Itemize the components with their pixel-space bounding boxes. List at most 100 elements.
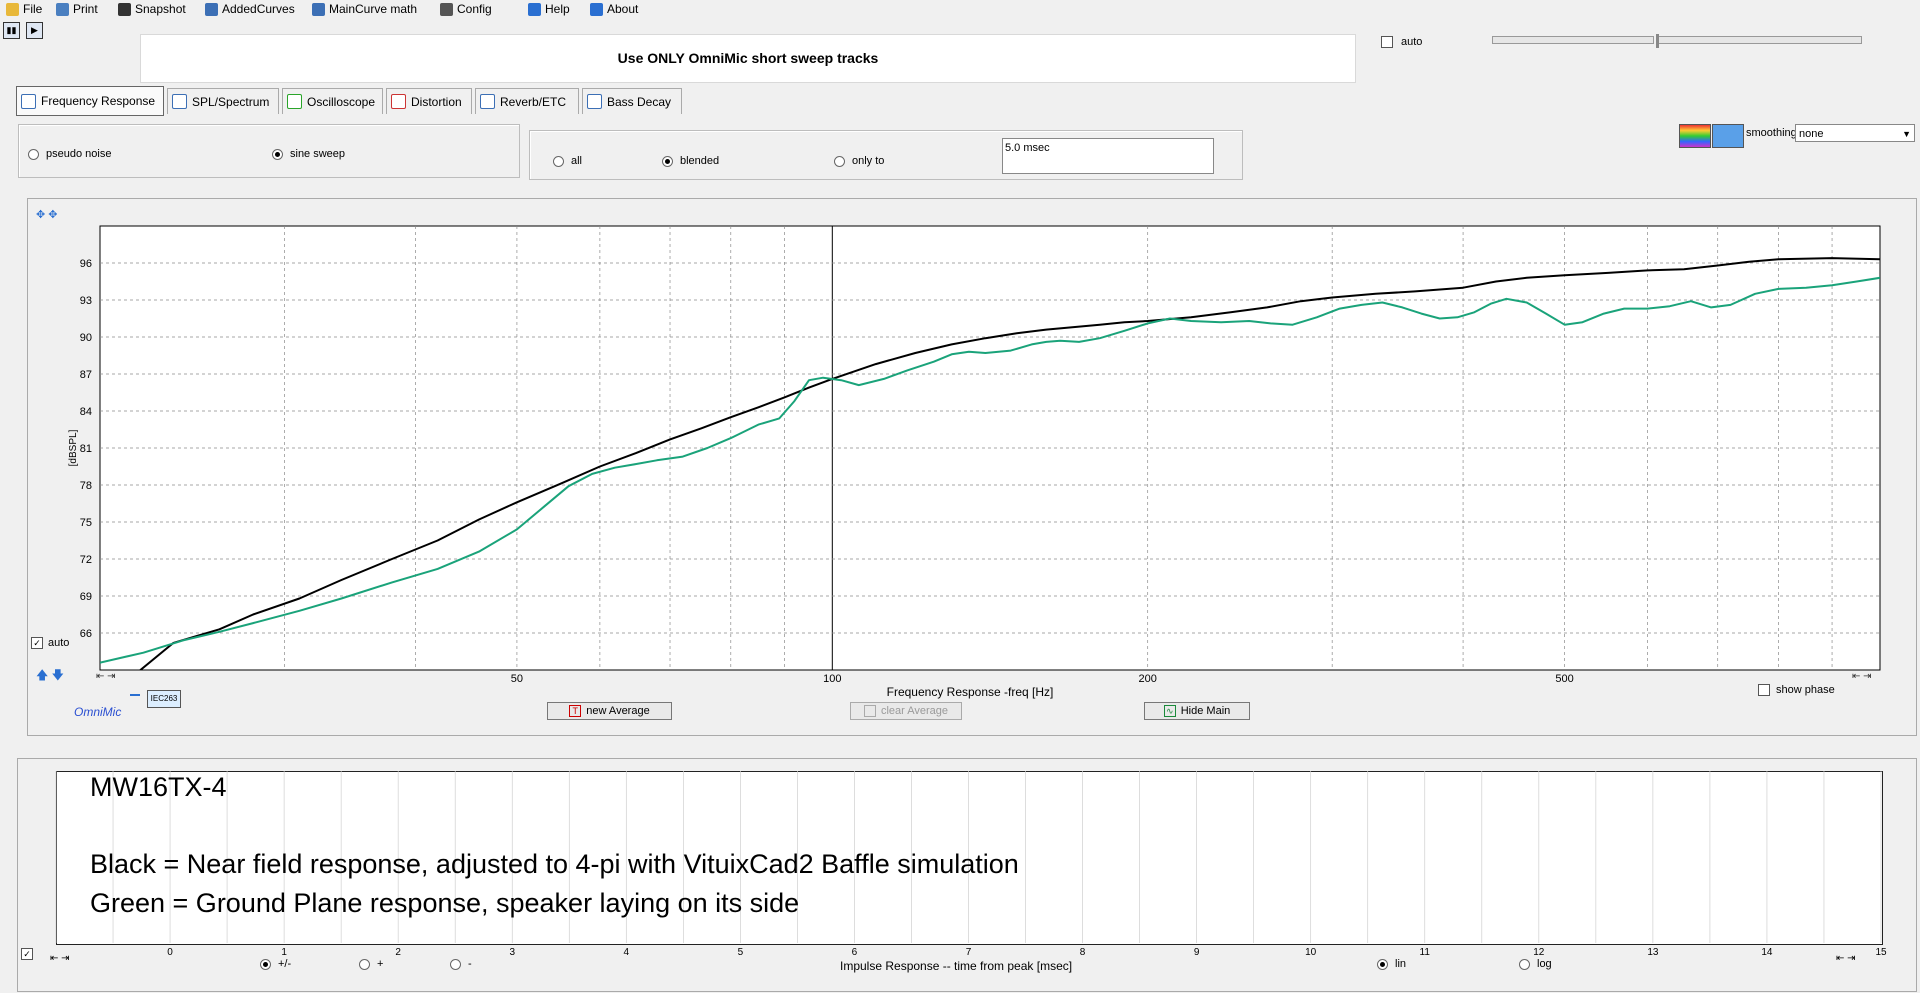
curve-settings-icon[interactable] <box>1712 124 1744 148</box>
impulse-x-tick-label: 1 <box>281 947 287 958</box>
help-icon <box>528 2 541 16</box>
radio-label: log <box>1537 958 1552 970</box>
menu-item-help[interactable]: Help <box>528 1 570 17</box>
camera-icon <box>118 2 131 16</box>
impulse-auto-checkbox[interactable]: ✓ <box>21 946 33 960</box>
x-right-arrows-icon[interactable]: ⇤ ⇥ <box>1852 671 1872 682</box>
radio-circle <box>553 155 564 167</box>
menu-item-maincurve[interactable]: MainCurve math <box>312 1 417 17</box>
radio-label: + <box>377 958 384 970</box>
radio-circle <box>1377 958 1388 970</box>
slider-left[interactable] <box>1492 36 1654 44</box>
impulse-x-tick-label: 5 <box>738 947 744 958</box>
tab-bass-decay[interactable]: Bass Decay <box>582 88 682 114</box>
tab-label: Oscilloscope <box>307 94 376 109</box>
button-label: clear Average <box>880 705 949 717</box>
tab-label: SPL/Spectrum <box>192 94 270 109</box>
radio-circle <box>450 958 461 970</box>
y-auto-checkbox[interactable]: ✓ auto <box>31 637 69 649</box>
impulse-x-tick-label: 6 <box>852 947 858 958</box>
y-tick-label: 69 <box>80 591 92 603</box>
radio-only-to[interactable]: only to <box>834 155 884 167</box>
radio-scale-lin[interactable]: lin <box>1377 958 1406 970</box>
radio-all[interactable]: all <box>553 155 582 167</box>
calculator-icon <box>312 2 325 16</box>
notes-title: MW16TX-4 <box>90 772 227 802</box>
impulse-x-tick-label: 10 <box>1305 947 1317 958</box>
radio-polarity-plus[interactable]: + <box>359 958 383 970</box>
radio-blended[interactable]: blended <box>662 155 719 167</box>
radio-circle <box>260 958 271 970</box>
menu-item-about[interactable]: About <box>590 1 638 17</box>
wrench-icon <box>440 2 453 16</box>
impulse-plot-area <box>56 771 1883 945</box>
tab-reverb-etc[interactable]: Reverb/ETC <box>475 88 579 114</box>
menu-label: Print <box>73 2 98 16</box>
hide-main-button[interactable]: ∿ Hide Main <box>1144 702 1250 720</box>
radio-polarity-both[interactable]: +/- <box>260 958 291 970</box>
tab-distortion[interactable]: Distortion <box>386 88 472 114</box>
play-icon[interactable]: ▶ <box>26 22 43 39</box>
button-label: Hide Main <box>1180 705 1231 717</box>
chat-icon <box>590 2 603 16</box>
radio-pseudo-noise[interactable]: pseudo noise <box>28 148 111 160</box>
menu-bar: File Print Snapshot AddedCurves MainCurve ma… <box>0 0 1920 18</box>
brand-logo: OmniMic <box>74 705 122 719</box>
y-tick-label: 93 <box>80 295 92 307</box>
menu-item-file[interactable]: File <box>6 1 42 17</box>
y-scroll-arrows-icon[interactable]: 🡅 🡇 <box>36 668 65 682</box>
distortion-icon <box>391 94 406 109</box>
clear-average-button[interactable]: clear Average <box>850 702 962 720</box>
series-line-black <box>138 257 1880 670</box>
menu-item-print[interactable]: Print <box>56 1 98 17</box>
tab-label: Frequency Response <box>41 94 156 108</box>
radio-label: all <box>571 155 583 167</box>
tab-frequency-response[interactable]: Frequency Response <box>16 86 164 116</box>
gating-group <box>529 130 1243 180</box>
legend-chip[interactable]: IEC263 <box>147 690 181 708</box>
menu-label: AddedCurves <box>222 2 295 16</box>
impulse-x-tick-label: 2 <box>395 947 401 958</box>
tab-spl-spectrum[interactable]: SPL/Spectrum <box>167 88 279 114</box>
impulse-x-axis-label: Impulse Response -- time from peak [msec… <box>840 959 1073 973</box>
smoothing-value: none <box>1799 128 1824 140</box>
checkbox-icon: ✓ <box>31 637 43 649</box>
spl-icon <box>172 94 187 109</box>
tab-label: Reverb/ETC <box>500 94 567 109</box>
menu-label: MainCurve math <box>329 2 418 16</box>
y-tick-label: 96 <box>80 258 92 270</box>
pause-icon[interactable]: ▮▮ <box>3 22 20 39</box>
checkbox-icon <box>1381 36 1393 48</box>
show-phase-checkbox[interactable]: show phase <box>1758 684 1835 696</box>
slider-thumb[interactable] <box>1656 34 1659 48</box>
zoom-fit-icon[interactable]: ✥ ✥ <box>36 209 58 221</box>
top-auto-checkbox[interactable]: auto <box>1381 36 1422 48</box>
impulse-x-tick-label: 15 <box>1875 947 1887 958</box>
y-tick-label: 75 <box>80 517 92 529</box>
menu-label: Help <box>545 2 570 16</box>
radio-label: sine sweep <box>290 148 346 160</box>
color-palette-icon[interactable] <box>1679 124 1711 148</box>
smoothing-select[interactable]: none ▼ <box>1795 124 1915 142</box>
tab-oscilloscope[interactable]: Oscilloscope <box>282 88 383 114</box>
impulse-left-arrows-icon[interactable]: ⇤ ⇥ <box>50 953 70 964</box>
menu-item-config[interactable]: Config <box>440 1 492 17</box>
new-average-button[interactable]: T new Average <box>547 702 672 720</box>
radio-polarity-minus[interactable]: - <box>450 958 472 970</box>
radio-circle <box>834 155 845 167</box>
menu-item-snapshot[interactable]: Snapshot <box>118 1 186 17</box>
series-line-green <box>100 276 1880 664</box>
menu-item-addedcurves[interactable]: AddedCurves <box>205 1 295 17</box>
y-tick-label: 81 <box>80 443 92 455</box>
x-left-arrows-icon[interactable]: ⇤ ⇥ <box>96 671 116 682</box>
x-axis-label: Frequency Response -freq [Hz] <box>887 685 1054 699</box>
source-group <box>18 124 520 178</box>
radio-label: lin <box>1395 958 1407 970</box>
gate-window-input[interactable]: 5.0 msec <box>1002 138 1214 174</box>
radio-label: +/- <box>278 958 292 970</box>
y-tick-label: 90 <box>80 332 92 344</box>
radio-scale-log[interactable]: log <box>1519 958 1552 970</box>
y-tick-label: 87 <box>80 369 92 381</box>
impulse-right-arrows-icon[interactable]: ⇤ ⇥ <box>1836 953 1856 964</box>
radio-sine-sweep[interactable]: sine sweep <box>272 148 345 160</box>
